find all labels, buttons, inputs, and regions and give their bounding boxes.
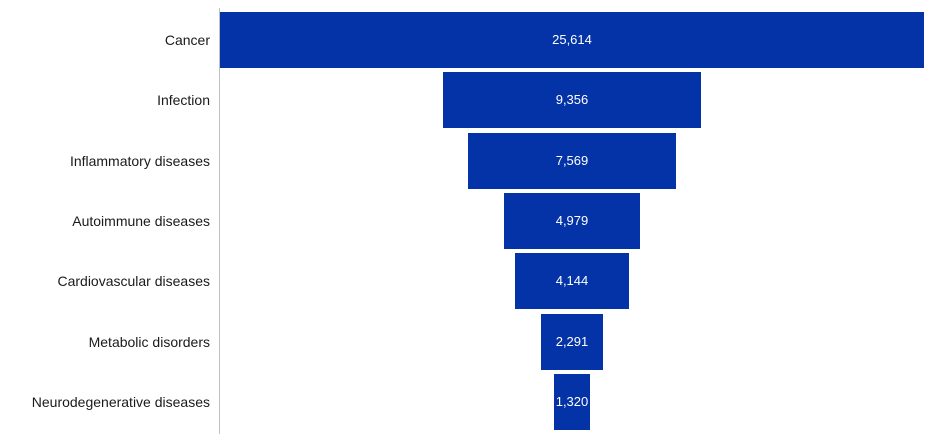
data-label: 7,569 — [555, 152, 589, 168]
funnel-bar — [540, 313, 604, 370]
category-label: Cancer — [164, 32, 210, 48]
data-label: 2,291 — [555, 333, 589, 349]
data-label: 4,144 — [555, 273, 589, 289]
data-label: 4,979 — [555, 212, 589, 228]
funnel-bar — [553, 373, 591, 430]
data-label: 25,614 — [552, 32, 592, 47]
data-label: 9,356 — [555, 92, 589, 108]
funnel-bar — [503, 192, 641, 249]
funnel-bar — [220, 12, 924, 68]
funnel-bar — [515, 253, 629, 310]
category-label: Infection — [157, 92, 210, 109]
category-label: Neurodegenerative diseases — [31, 393, 210, 410]
category-label: Inflammatory diseases — [69, 152, 210, 169]
funnel-bar — [443, 72, 701, 129]
data-label: 1,320 — [555, 393, 589, 409]
category-axis-line — [219, 8, 220, 434]
category-label: Autoimmune diseases — [72, 212, 210, 229]
funnel-bar — [467, 132, 676, 189]
category-label: Metabolic disorders — [88, 333, 210, 350]
category-label: Cardiovascular diseases — [57, 273, 210, 290]
